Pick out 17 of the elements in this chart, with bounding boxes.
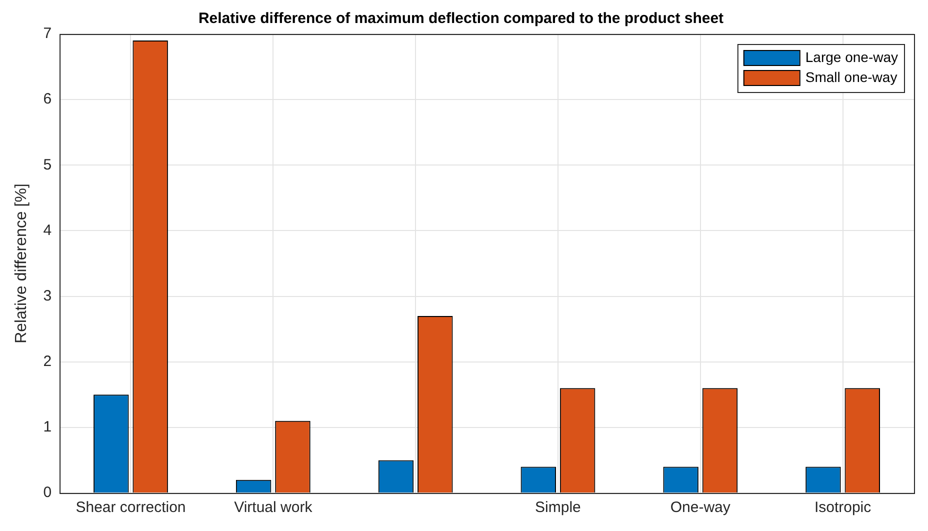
x-tick-label: Virtual work xyxy=(234,499,313,516)
y-tick-label: 5 xyxy=(43,156,52,174)
y-axis-title: Relative difference [%] xyxy=(13,184,30,344)
x-tick-label: Simple xyxy=(535,499,581,516)
y-tick-label: 2 xyxy=(43,353,52,370)
legend-label: Large one-way xyxy=(805,48,898,65)
chart-title: Relative difference of maximum deflection compared to the product sheet xyxy=(198,10,724,28)
legend-label: Small one-way xyxy=(805,68,898,85)
y-tick-label: 0 xyxy=(43,484,52,502)
x-tick-label: Shear correction xyxy=(76,499,186,516)
x-tick-label: Isotropic xyxy=(814,499,872,516)
y-tick-label: 3 xyxy=(43,287,52,304)
y-tick-label: 1 xyxy=(43,418,52,436)
y-tick-label: 7 xyxy=(43,25,52,42)
y-tick-label: 6 xyxy=(43,90,52,108)
x-tick-label: One-way xyxy=(670,499,731,516)
y-tick-label: 4 xyxy=(43,222,52,239)
